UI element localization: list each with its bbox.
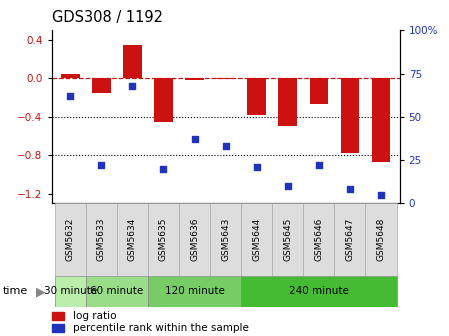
Bar	[86, 276, 148, 307]
Bar	[335, 203, 365, 276]
Bar	[92, 78, 110, 93]
Bar	[341, 78, 359, 153]
Point	[67, 93, 74, 99]
Text: GSM5643: GSM5643	[221, 218, 230, 261]
Text: 30 minute: 30 minute	[44, 287, 97, 296]
Bar	[309, 78, 328, 104]
Text: GSM5647: GSM5647	[345, 218, 354, 261]
Point	[222, 143, 229, 149]
Text: GDS308 / 1192: GDS308 / 1192	[52, 10, 163, 25]
Point	[160, 166, 167, 171]
Text: GSM5636: GSM5636	[190, 218, 199, 261]
Text: GSM5644: GSM5644	[252, 218, 261, 261]
Text: GSM5633: GSM5633	[97, 218, 106, 261]
Text: time: time	[2, 287, 27, 296]
Text: GSM5634: GSM5634	[128, 218, 137, 261]
Point	[191, 136, 198, 142]
Bar	[241, 276, 396, 307]
Point	[284, 183, 291, 189]
Text: 240 minute: 240 minute	[289, 287, 349, 296]
Bar	[365, 203, 396, 276]
Bar	[148, 276, 241, 307]
Bar	[247, 78, 266, 115]
Text: log ratio: log ratio	[73, 311, 116, 321]
Bar	[210, 203, 241, 276]
Text: ▶: ▶	[35, 285, 45, 298]
Point	[377, 192, 384, 197]
Text: 120 minute: 120 minute	[165, 287, 224, 296]
Bar	[55, 203, 86, 276]
Text: percentile rank within the sample: percentile rank within the sample	[73, 323, 248, 333]
Bar	[154, 78, 173, 122]
Bar	[185, 78, 204, 80]
Bar	[272, 203, 303, 276]
Bar	[52, 312, 64, 320]
Bar	[117, 203, 148, 276]
Text: GSM5645: GSM5645	[283, 218, 292, 261]
Bar	[55, 276, 86, 307]
Bar	[86, 203, 117, 276]
Point	[129, 83, 136, 88]
Point	[98, 163, 105, 168]
Bar	[241, 203, 272, 276]
Bar	[303, 203, 335, 276]
Text: GSM5635: GSM5635	[159, 218, 168, 261]
Bar	[148, 203, 179, 276]
Text: GSM5648: GSM5648	[376, 218, 386, 261]
Text: 60 minute: 60 minute	[90, 287, 144, 296]
Point	[315, 163, 322, 168]
Bar	[372, 78, 390, 162]
Bar	[61, 75, 79, 78]
Bar	[52, 324, 64, 332]
Bar	[216, 78, 235, 79]
Bar	[278, 78, 297, 126]
Bar	[123, 45, 142, 78]
Text: GSM5632: GSM5632	[66, 218, 75, 261]
Bar	[179, 203, 210, 276]
Point	[253, 164, 260, 170]
Point	[346, 187, 353, 192]
Text: GSM5646: GSM5646	[314, 218, 323, 261]
